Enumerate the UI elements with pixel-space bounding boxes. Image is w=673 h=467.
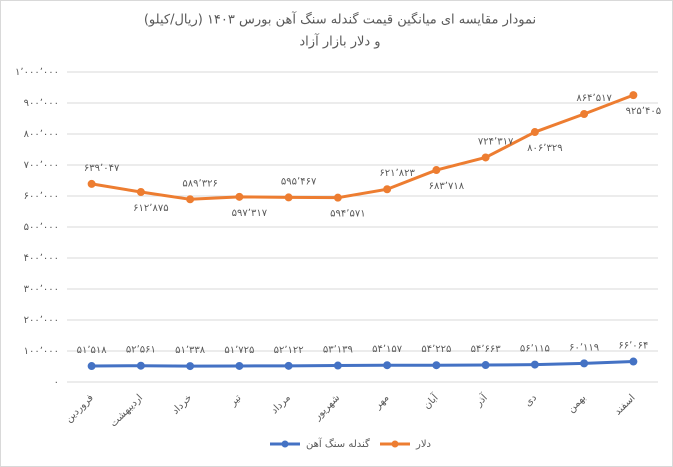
point xyxy=(87,179,96,188)
y-tick-label: ۰ xyxy=(54,377,59,388)
point xyxy=(481,361,490,370)
data-label: ۵۳٬۱۳۹ xyxy=(323,345,353,356)
chart-subtitle: و دلار بازار آزاد xyxy=(299,33,380,50)
point xyxy=(333,361,342,370)
data-label: ۵۴٬۶۶۳ xyxy=(471,344,502,355)
data-label: ۵۹۵٬۴۶۷ xyxy=(281,176,317,187)
data-label: ۵۱٬۵۱۸ xyxy=(77,345,108,356)
point xyxy=(235,361,244,370)
point xyxy=(530,360,539,369)
data-label: ۵۹۷٬۳۱۷ xyxy=(232,208,268,219)
y-tick-label: ۸۰۰٬۰۰۰ xyxy=(24,129,59,140)
legend-label: دلار xyxy=(415,439,431,450)
data-label: ۵۶٬۱۱۵ xyxy=(520,344,550,355)
point xyxy=(186,195,195,204)
point xyxy=(235,192,244,201)
y-tick-label: ۱٬۰۰۰٬۰۰۰ xyxy=(15,67,59,78)
data-label: ۵۲٬۱۲۲ xyxy=(274,345,304,356)
data-label: ۶۱۲٬۸۷۵ xyxy=(133,203,168,214)
legend-marker xyxy=(281,440,289,448)
data-label: ۵۸۹٬۳۲۶ xyxy=(182,178,217,189)
data-label: ۵۱٬۳۳۸ xyxy=(175,345,206,356)
point xyxy=(186,362,195,371)
point xyxy=(136,361,145,370)
point xyxy=(629,357,638,366)
data-label: ۶۶٬۰۶۴ xyxy=(618,341,648,352)
point xyxy=(333,193,342,202)
y-tick-label: ۹۰۰٬۰۰۰ xyxy=(24,98,59,109)
point xyxy=(383,361,392,370)
y-tick-label: ۳۰۰٬۰۰۰ xyxy=(24,284,59,295)
y-tick-label: ۷۰۰٬۰۰۰ xyxy=(24,160,59,171)
data-label: ۹۲۵٬۴۰۵ xyxy=(626,106,661,117)
point xyxy=(432,361,441,370)
series-line xyxy=(91,360,634,368)
point xyxy=(432,166,441,175)
point xyxy=(284,193,293,202)
y-tick-label: ۴۰۰٬۰۰۰ xyxy=(24,253,59,264)
point xyxy=(383,185,392,194)
data-label: ۸۰۶٬۳۲۹ xyxy=(527,143,562,154)
data-label: ۶۰٬۱۱۹ xyxy=(569,342,599,353)
legend-marker xyxy=(391,440,399,448)
y-tick-label: ۱۰۰٬۰۰۰ xyxy=(24,346,59,357)
point xyxy=(284,361,293,370)
data-label: ۶۳۹٬۰۴۷ xyxy=(84,163,120,174)
point xyxy=(481,153,490,162)
y-tick-label: ۲۰۰٬۰۰۰ xyxy=(24,315,59,326)
data-label: ۷۲۴٬۳۱۷ xyxy=(478,136,514,147)
data-label: ۵۴٬۲۲۵ xyxy=(421,344,451,355)
y-tick-label: ۵۰۰٬۰۰۰ xyxy=(24,222,59,233)
point xyxy=(136,188,145,197)
point xyxy=(530,128,539,137)
point xyxy=(580,359,589,368)
data-label: ۵۲٬۵۶۱ xyxy=(126,345,156,356)
point xyxy=(580,109,589,118)
legend-label: گندله سنگ آهن xyxy=(306,437,370,450)
point xyxy=(629,91,638,100)
chart-title: نمودار مقایسه ای میانگین قیمت گندله سنگ … xyxy=(144,11,536,28)
data-label: ۵۹۴٬۵۷۱ xyxy=(330,209,365,220)
data-label: ۸۶۴٬۵۱۷ xyxy=(576,93,612,104)
data-label: ۶۸۳٬۷۱۸ xyxy=(429,181,465,192)
point xyxy=(87,362,96,371)
data-label: ۶۲۱٬۸۲۳ xyxy=(379,168,415,179)
y-tick-label: ۶۰۰٬۰۰۰ xyxy=(24,191,59,202)
data-label: ۵۱٬۷۲۵ xyxy=(224,345,254,356)
data-label: ۵۴٬۱۵۷ xyxy=(372,344,403,355)
series-line xyxy=(91,93,634,201)
